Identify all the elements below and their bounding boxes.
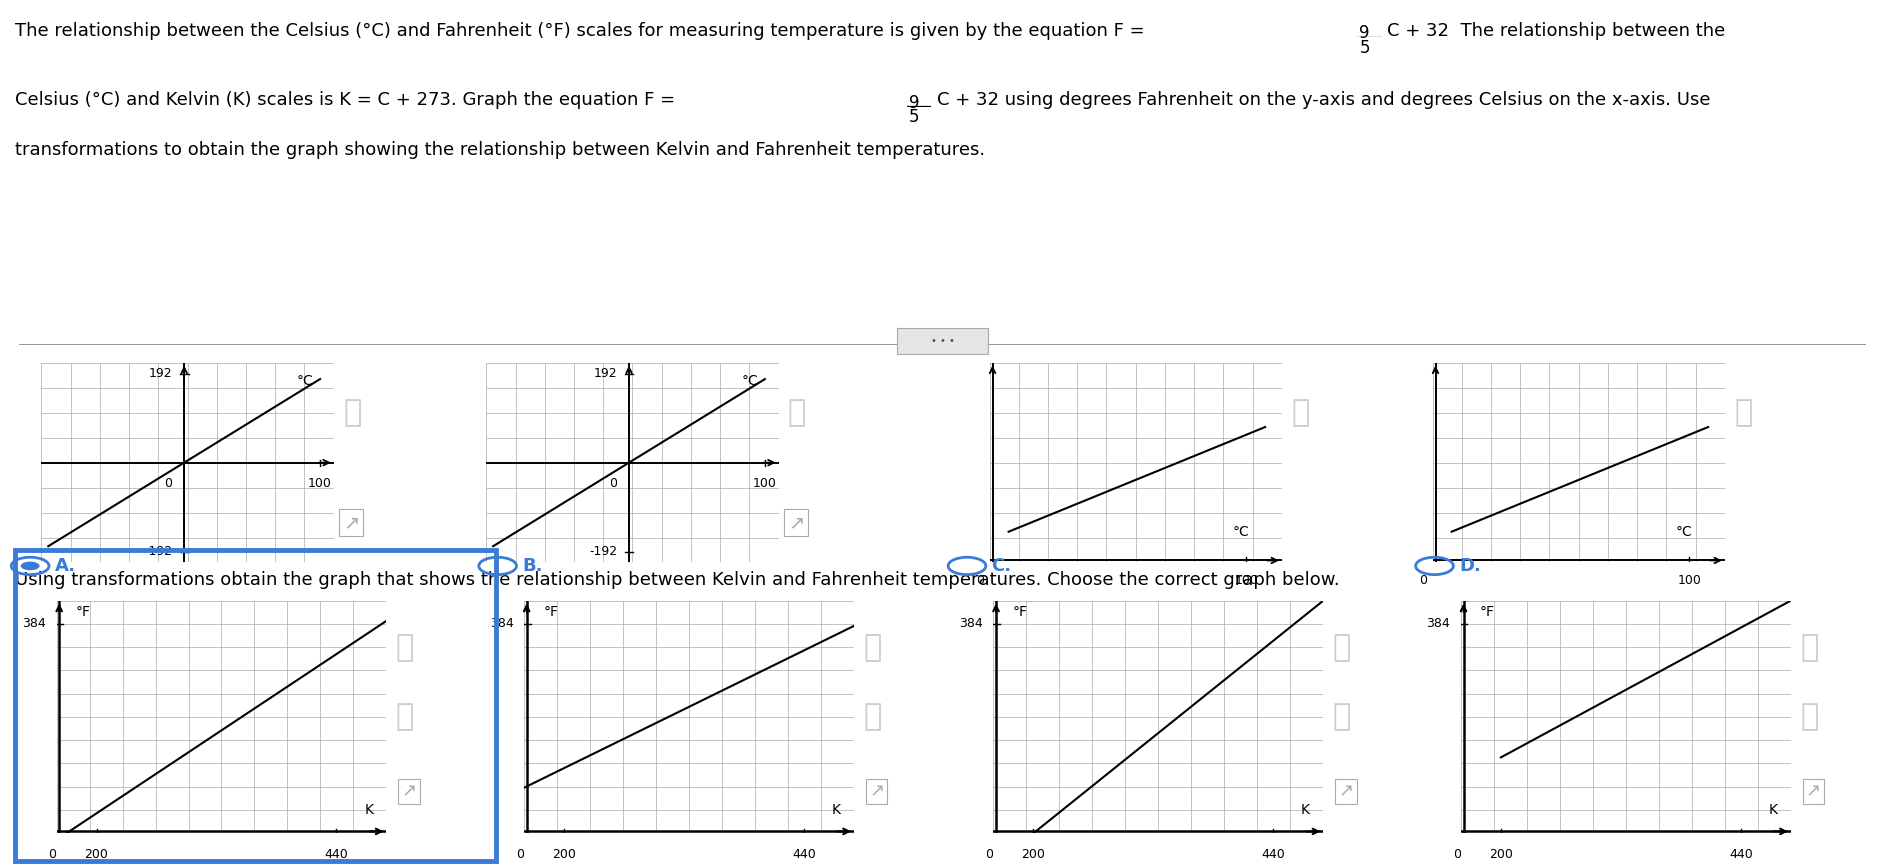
- Text: °C: °C: [1233, 524, 1250, 538]
- Text: ⌕: ⌕: [396, 633, 415, 661]
- Text: ⌕: ⌕: [788, 398, 807, 427]
- Text: ↗: ↗: [869, 782, 884, 800]
- Text: 0: 0: [609, 477, 616, 490]
- Text: ⌕: ⌕: [343, 398, 362, 427]
- Text: K: K: [831, 804, 841, 818]
- Text: °C: °C: [296, 374, 313, 388]
- Text: 0: 0: [1419, 575, 1427, 588]
- Text: ↗: ↗: [788, 513, 805, 532]
- Text: ↗: ↗: [343, 513, 360, 532]
- Text: -192: -192: [145, 545, 172, 558]
- Text: ⌕: ⌕: [863, 702, 882, 732]
- Text: C.: C.: [992, 557, 1012, 575]
- Text: The relationship between the Celsius (°C) and Fahrenheit (°F) scales for measuri: The relationship between the Celsius (°C…: [15, 22, 1148, 40]
- Text: ⌕: ⌕: [1333, 702, 1352, 732]
- Text: 100: 100: [1678, 575, 1700, 588]
- Text: °F: °F: [1012, 605, 1027, 619]
- Text: ↗: ↗: [1338, 782, 1353, 800]
- Text: B.: B.: [522, 557, 543, 575]
- Text: °C: °C: [741, 374, 758, 388]
- Text: 384: 384: [23, 617, 45, 630]
- Text: A.: A.: [55, 557, 75, 575]
- Text: 200: 200: [1489, 848, 1514, 861]
- Text: K: K: [364, 804, 373, 818]
- Text: 0: 0: [164, 477, 172, 490]
- Text: 0: 0: [986, 848, 993, 861]
- Text: ⌕: ⌕: [1291, 398, 1310, 427]
- Text: ⌕: ⌕: [1333, 633, 1352, 661]
- Text: K: K: [1301, 804, 1310, 818]
- Text: 440: 440: [1261, 848, 1286, 861]
- Text: 0: 0: [516, 848, 524, 861]
- Text: 0: 0: [1453, 848, 1461, 861]
- Text: -192: -192: [590, 545, 616, 558]
- Text: 9: 9: [909, 94, 920, 112]
- Text: 440: 440: [324, 848, 349, 861]
- Text: °C: °C: [1676, 524, 1693, 538]
- Text: 100: 100: [307, 477, 332, 490]
- Text: ⌕: ⌕: [863, 633, 882, 661]
- Text: °F: °F: [75, 605, 90, 619]
- Text: Celsius (°C) and Kelvin (K) scales is K = C + 273. Graph the equation F =: Celsius (°C) and Kelvin (K) scales is K …: [15, 91, 679, 109]
- Text: 100: 100: [1235, 575, 1257, 588]
- Text: Using transformations obtain the graph that shows the relationship between Kelvi: Using transformations obtain the graph t…: [15, 571, 1340, 589]
- Text: C + 32  The relationship between the: C + 32 The relationship between the: [1387, 22, 1725, 40]
- Text: ⌕: ⌕: [1800, 702, 1819, 732]
- Text: ↗: ↗: [402, 782, 417, 800]
- Text: ⌕: ⌕: [1734, 398, 1753, 427]
- Text: 9: 9: [1359, 24, 1370, 43]
- Text: 5: 5: [909, 108, 920, 127]
- Text: • • •: • • •: [931, 336, 954, 346]
- Text: 5: 5: [1359, 39, 1370, 57]
- Text: C + 32 using degrees Fahrenheit on the y-axis and degrees Celsius on the x-axis.: C + 32 using degrees Fahrenheit on the y…: [937, 91, 1710, 109]
- Text: 384: 384: [490, 617, 513, 630]
- Text: ↗: ↗: [1806, 782, 1821, 800]
- Text: 200: 200: [552, 848, 577, 861]
- Text: ⌕: ⌕: [1800, 633, 1819, 661]
- Text: 440: 440: [792, 848, 816, 861]
- Text: K: K: [1768, 804, 1778, 818]
- Text: 440: 440: [1729, 848, 1753, 861]
- Text: transformations to obtain the graph showing the relationship between Kelvin and : transformations to obtain the graph show…: [15, 141, 986, 159]
- Text: 200: 200: [85, 848, 109, 861]
- Text: °F: °F: [543, 605, 558, 619]
- Text: 0: 0: [49, 848, 57, 861]
- Text: 0: 0: [976, 575, 984, 588]
- Text: 384: 384: [959, 617, 982, 630]
- Text: 384: 384: [1427, 617, 1450, 630]
- Text: 192: 192: [594, 367, 616, 380]
- Text: 200: 200: [1022, 848, 1046, 861]
- Text: D.: D.: [1459, 557, 1482, 575]
- Text: °F: °F: [1480, 605, 1495, 619]
- Text: 192: 192: [149, 367, 172, 380]
- Text: 100: 100: [752, 477, 777, 490]
- Text: ⌕: ⌕: [396, 702, 415, 732]
